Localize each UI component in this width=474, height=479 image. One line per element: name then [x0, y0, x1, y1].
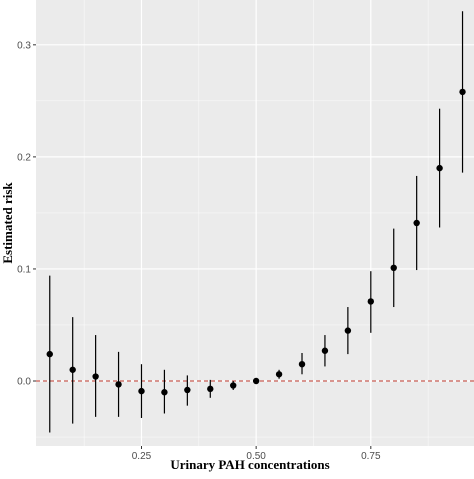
data-point — [436, 164, 443, 172]
y-tick-label: 0.0 — [17, 377, 31, 388]
grid-minor — [36, 0, 474, 446]
data-point — [138, 387, 145, 395]
data-point — [367, 298, 375, 305]
data-point — [390, 264, 397, 272]
data-point — [344, 327, 352, 334]
plot-panel — [36, 0, 474, 446]
data-points — [46, 88, 466, 396]
y-axis-title: Estimated risk — [0, 182, 15, 264]
data-point — [275, 371, 283, 378]
data-point — [69, 366, 76, 373]
data-point — [321, 347, 329, 354]
x-tick-label: 0.75 — [361, 451, 381, 462]
data-point — [161, 389, 168, 396]
y-axis-ticks: 0.0 0.1 0.2 0.3 — [17, 40, 36, 388]
data-point — [46, 350, 53, 358]
x-axis-ticks: 0.25 0.50 0.75 — [132, 446, 381, 462]
data-point — [230, 382, 237, 389]
data-point — [92, 373, 99, 380]
x-tick-label: 0.25 — [132, 451, 152, 462]
data-point — [252, 377, 260, 385]
y-tick-label: 0.3 — [17, 40, 31, 51]
x-axis-title: Urinary PAH concentrations — [170, 457, 329, 472]
x-tick-label: 0.50 — [246, 451, 266, 462]
y-tick-label: 0.1 — [17, 264, 31, 275]
data-point — [207, 385, 214, 393]
data-point — [459, 88, 466, 96]
data-point — [184, 386, 191, 394]
data-point — [115, 381, 122, 388]
data-point — [298, 360, 306, 368]
data-point — [413, 219, 420, 227]
y-tick-label: 0.2 — [17, 152, 31, 163]
